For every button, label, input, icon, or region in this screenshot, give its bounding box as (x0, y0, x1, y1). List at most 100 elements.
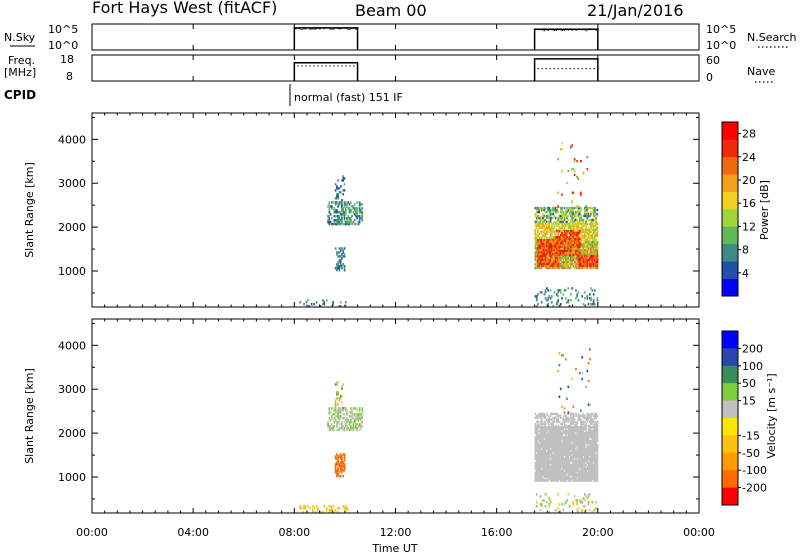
heatmap-cell (341, 421, 343, 424)
heatmap-cell (572, 241, 575, 245)
heatmap-cell (557, 224, 560, 228)
heatmap-cell (546, 441, 548, 445)
heatmap-cell (592, 509, 595, 512)
heatmap-cell (594, 437, 596, 441)
heatmap-cell (596, 226, 599, 230)
heatmap-cell (559, 426, 562, 429)
heatmap-cell (542, 230, 544, 233)
heatmap-cell (556, 241, 558, 245)
heatmap-cell (534, 295, 537, 298)
heatmap-cell (587, 449, 590, 453)
heatmap-cell (589, 451, 591, 455)
heatmap-cell (328, 219, 331, 222)
heatmap-cell (338, 219, 341, 222)
heatmap-cell (535, 424, 538, 427)
heatmap-cell (544, 461, 547, 464)
heatmap-cell (332, 428, 334, 432)
power-colorbar-tick-label: 4 (742, 267, 749, 280)
heatmap-cell (583, 434, 586, 437)
heatmap-cell (543, 455, 546, 459)
heatmap-cell (543, 441, 546, 445)
heatmap-cell (331, 205, 333, 208)
heatmap-cell (557, 232, 560, 235)
heatmap-cell (563, 445, 566, 449)
heatmap-cell (587, 243, 590, 246)
heatmap-cell (540, 248, 543, 252)
heatmap-cell (557, 424, 560, 427)
heatmap-cell (540, 216, 543, 220)
heatmap-cell (546, 240, 548, 244)
heatmap-cell (544, 210, 547, 214)
nave-sample (545, 68, 547, 70)
xaxis-label: Time UT (371, 542, 417, 554)
heatmap-cell (566, 461, 568, 464)
heatmap-cell (542, 434, 544, 437)
heatmap-cell (549, 437, 552, 441)
heatmap-cell (551, 254, 553, 258)
colorbar-swatch (722, 174, 738, 192)
heatmap-cell (544, 289, 547, 292)
heatmap-cell (565, 251, 567, 255)
heatmap-cell (546, 239, 548, 242)
heatmap-cell (558, 455, 561, 459)
heatmap-cell (558, 447, 561, 451)
heatmap-cell (571, 422, 573, 425)
heatmap-cell (568, 447, 571, 451)
heatmap-cell (561, 424, 563, 427)
heatmap-cell (581, 467, 584, 470)
heatmap-cell (554, 232, 557, 235)
heatmap-cell (547, 436, 549, 439)
heatmap-cell (573, 231, 576, 235)
heatmap-cell (350, 428, 352, 432)
heatmap-cell (573, 437, 576, 441)
heatmap-cell (575, 264, 577, 268)
heatmap-cell (558, 255, 561, 258)
heatmap-cell (348, 203, 351, 206)
heatmap-cell (585, 234, 587, 237)
heatmap-cell (586, 167, 589, 171)
heatmap-cell (548, 432, 551, 435)
heatmap-cell (339, 427, 342, 430)
heatmap-cell (544, 232, 547, 235)
heatmap-cell (542, 441, 544, 445)
heatmap-cell (594, 303, 596, 306)
heatmap-cell (592, 220, 595, 224)
heatmap-cell (551, 475, 553, 478)
freq-tick-bottom: 8 (66, 70, 73, 83)
heatmap-cell (546, 473, 548, 476)
heatmap-cell (535, 416, 538, 420)
heatmap-cell (583, 208, 586, 212)
heatmap-cell (547, 244, 549, 248)
heatmap-cell (537, 239, 539, 242)
heatmap-cell (543, 220, 546, 224)
heatmap-cell (572, 416, 575, 420)
heatmap-cell (331, 207, 333, 210)
heatmap-cell (535, 243, 538, 246)
heatmap-cell (592, 477, 595, 480)
heatmap-cell (562, 443, 565, 447)
heatmap-cell (587, 212, 590, 216)
heatmap-cell (548, 428, 551, 431)
heatmap-cell (587, 455, 590, 459)
heatmap-cell (557, 264, 560, 267)
heatmap-cell (535, 441, 538, 445)
heatmap-cell (543, 250, 546, 254)
velocity-colorbar-tick-label: -100 (742, 464, 767, 477)
heatmap-cell (589, 214, 591, 218)
heatmap-cell (554, 258, 557, 262)
heatmap-cell (582, 234, 585, 237)
nsky-sample (323, 28, 325, 30)
heatmap-cell (587, 424, 590, 427)
heatmap-cell (558, 260, 561, 264)
heatmap-cell (538, 426, 541, 429)
heatmap-cell (331, 217, 333, 220)
heatmap-cell (319, 305, 322, 308)
heatmap-cell (540, 432, 543, 435)
heatmap-cell (534, 234, 537, 237)
heatmap-cell (565, 437, 567, 441)
heatmap-cell (553, 226, 556, 230)
heatmap-cell (592, 426, 595, 429)
heatmap-cell (312, 505, 314, 508)
heatmap-cell (557, 493, 560, 496)
heatmap-cell (594, 218, 596, 222)
